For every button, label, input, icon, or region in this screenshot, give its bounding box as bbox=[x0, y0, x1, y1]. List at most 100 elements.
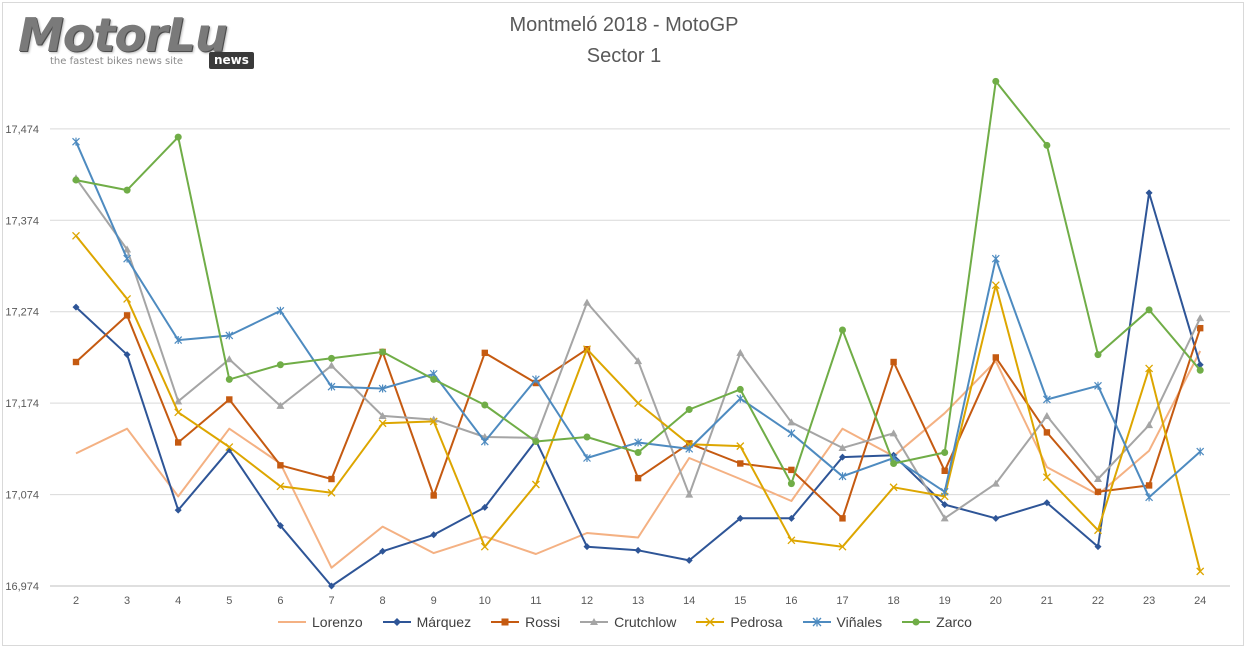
data-point-viales bbox=[1196, 447, 1205, 456]
data-point-mrquez bbox=[174, 506, 182, 514]
y-tick-label: 17,074 bbox=[5, 490, 39, 502]
logo-news-badge: news bbox=[209, 52, 254, 69]
data-point-mrquez bbox=[1145, 189, 1153, 197]
data-point-zarco bbox=[379, 348, 387, 356]
data-point-viales bbox=[225, 331, 234, 340]
chart-legend: Lorenzo Márquez Rossi Crutchlow Pedrosa Viñal… bbox=[0, 614, 1248, 630]
y-tick-label: 17,274 bbox=[5, 307, 39, 319]
legend-swatch-pedrosa bbox=[696, 617, 725, 627]
data-point-pedrosa bbox=[787, 536, 796, 545]
data-point-viales bbox=[991, 254, 1000, 263]
x-tick-label: 21 bbox=[1041, 595, 1053, 607]
data-point-crutchlow bbox=[736, 348, 745, 356]
data-point-zarco bbox=[72, 176, 80, 184]
data-point-zarco bbox=[1094, 351, 1102, 359]
data-point-rossi bbox=[788, 466, 795, 474]
data-point-mrquez bbox=[123, 351, 131, 359]
series-line-crutchlow bbox=[75, 177, 1202, 520]
legend-marker-mrquez bbox=[392, 618, 401, 626]
legend-label-crutchlow: Crutchlow bbox=[614, 614, 677, 630]
x-tick-label: 10 bbox=[479, 595, 491, 607]
data-point-mrquez bbox=[481, 503, 489, 511]
data-point-pedrosa bbox=[531, 480, 540, 489]
data-point-pedrosa bbox=[1094, 526, 1102, 535]
series-line-lorenzo bbox=[75, 350, 1202, 569]
data-point-zarco bbox=[890, 459, 898, 467]
data-point-pedrosa bbox=[480, 542, 489, 551]
data-point-mrquez bbox=[276, 522, 284, 530]
data-point-pedrosa bbox=[736, 442, 745, 451]
data-point-rossi bbox=[992, 354, 999, 361]
data-point-zarco bbox=[481, 401, 489, 409]
legend-marker-rossi bbox=[501, 618, 509, 626]
legend-label-zarco: Zarco bbox=[936, 614, 972, 630]
data-point-mrquez bbox=[736, 514, 744, 522]
data-point-viales bbox=[531, 375, 540, 384]
y-tick-label: 17,174 bbox=[5, 398, 39, 410]
data-point-crutchlow bbox=[123, 245, 132, 253]
data-point-rossi bbox=[328, 475, 335, 483]
x-tick-label: 4 bbox=[175, 595, 181, 607]
data-point-zarco bbox=[225, 375, 233, 383]
data-point-zarco bbox=[736, 385, 744, 393]
data-point-mrquez bbox=[1043, 499, 1051, 507]
data-point-viales bbox=[685, 444, 694, 453]
logo-tagline: the fastest bikes news site bbox=[50, 56, 184, 67]
data-point-viales bbox=[1094, 381, 1102, 390]
data-point-crutchlow bbox=[174, 397, 183, 405]
data-point-mrquez bbox=[72, 303, 80, 311]
x-tick-label: 16 bbox=[785, 595, 797, 607]
data-point-viales bbox=[838, 472, 847, 481]
data-point-pedrosa bbox=[634, 399, 643, 408]
data-point-rossi bbox=[1197, 324, 1204, 332]
data-point-rossi bbox=[890, 358, 897, 366]
data-point-zarco bbox=[787, 480, 795, 488]
data-point-rossi bbox=[72, 358, 80, 366]
legend-item-zarco: Zarco bbox=[900, 614, 972, 630]
x-tick-label: 15 bbox=[734, 595, 746, 607]
x-tick-label: 19 bbox=[939, 595, 951, 607]
data-point-rossi bbox=[226, 396, 233, 403]
data-point-rossi bbox=[839, 515, 846, 522]
data-point-viales bbox=[1145, 493, 1154, 502]
legend-swatch-mrquez bbox=[382, 618, 411, 626]
data-point-rossi bbox=[123, 312, 131, 319]
x-tick-label: 18 bbox=[887, 595, 899, 607]
data-point-rossi bbox=[1094, 488, 1102, 496]
data-point-viales bbox=[72, 137, 80, 146]
data-point-crutchlow bbox=[1145, 421, 1154, 429]
data-point-pedrosa bbox=[174, 408, 183, 417]
legend-item-pedrosa: Pedrosa bbox=[694, 614, 783, 630]
x-tick-label: 14 bbox=[683, 595, 695, 607]
data-point-crutchlow bbox=[838, 443, 847, 451]
data-point-pedrosa bbox=[1145, 364, 1154, 373]
x-tick-label: 17 bbox=[836, 595, 848, 607]
data-point-crutchlow bbox=[276, 401, 285, 409]
x-tick-label: 24 bbox=[1194, 595, 1206, 607]
data-point-viales bbox=[940, 487, 949, 496]
data-point-zarco bbox=[174, 133, 182, 141]
data-point-pedrosa bbox=[123, 294, 132, 303]
data-point-viales bbox=[174, 336, 183, 345]
data-point-viales bbox=[123, 254, 132, 263]
y-tick-label: 17,474 bbox=[5, 124, 39, 136]
data-point-mrquez bbox=[685, 556, 693, 564]
data-point-viales bbox=[634, 438, 643, 447]
data-point-rossi bbox=[1043, 429, 1051, 436]
x-tick-label: 12 bbox=[581, 595, 593, 607]
data-point-zarco bbox=[276, 361, 284, 369]
legend-marker-viales bbox=[812, 617, 821, 627]
data-point-zarco bbox=[532, 438, 540, 446]
legend-swatch-rossi bbox=[491, 618, 520, 626]
data-point-crutchlow bbox=[634, 357, 643, 365]
data-point-zarco bbox=[123, 186, 131, 194]
x-tick-label: 5 bbox=[226, 595, 232, 607]
data-point-viales bbox=[583, 454, 591, 462]
legend-label-mrquez: Márquez bbox=[416, 614, 472, 630]
legend-marker-zarco bbox=[912, 618, 920, 626]
data-point-pedrosa bbox=[1042, 473, 1051, 482]
legend-item-crutchlow: Crutchlow bbox=[578, 614, 676, 630]
data-point-crutchlow bbox=[991, 479, 1000, 487]
data-point-rossi bbox=[175, 439, 182, 446]
